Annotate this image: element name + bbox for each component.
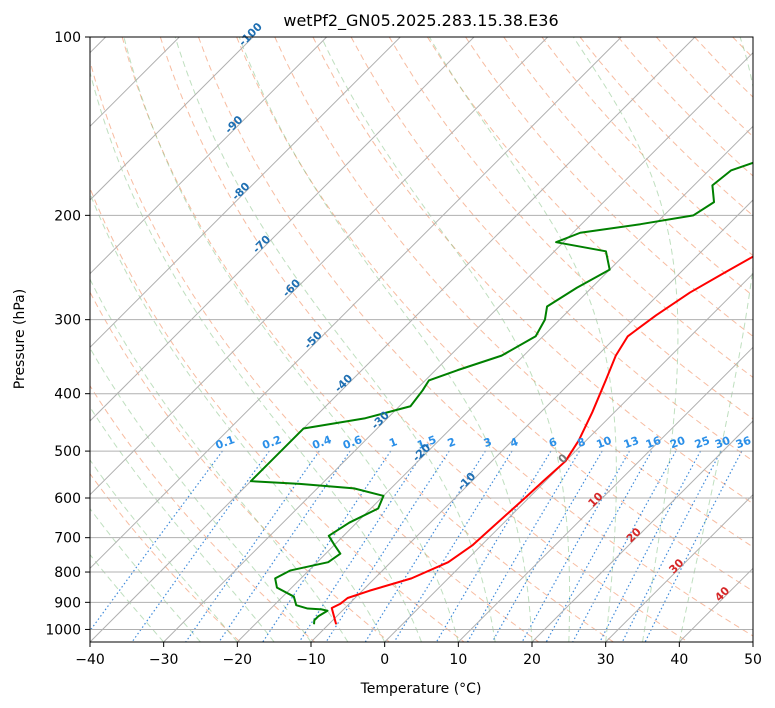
mixing-ratio-label: 4	[508, 435, 520, 450]
isotherm-gridline	[310, 199, 753, 642]
mixing-ratio-line	[298, 450, 425, 642]
y-tick-label: 900	[54, 595, 81, 611]
x-tick-label: 30	[597, 652, 615, 668]
dewpoint-line	[249, 161, 753, 625]
profile-series	[249, 161, 753, 625]
x-tick-label: −10	[296, 652, 326, 668]
mixing-ratio-label: 8	[576, 435, 588, 450]
x-tick-label: 20	[523, 652, 541, 668]
y-tick-label: 400	[54, 387, 81, 403]
isotherm-gridline	[90, 37, 254, 201]
moist-adiabat	[90, 507, 201, 642]
mixing-ratio-line	[90, 450, 223, 632]
isotherm-gridline	[457, 346, 753, 642]
mixing-ratio-label: 16	[644, 434, 663, 452]
mixing-ratio-label: 6	[547, 435, 559, 450]
mixing-ratio-label: 1.5	[415, 433, 438, 452]
mixing-ratio-label: 0.1	[214, 433, 237, 452]
reference-lines	[90, 37, 753, 642]
dry-adiabat	[388, 37, 753, 420]
mixing-ratio-line	[545, 450, 653, 642]
y-tick-label: 1000	[45, 622, 81, 638]
x-tick-label: −40	[75, 652, 105, 668]
y-tick-label: 800	[54, 565, 81, 581]
moist-adiabat	[678, 37, 753, 642]
mixing-ratio-label: 0.2	[261, 433, 284, 452]
mixing-ratio-line	[599, 450, 702, 642]
mixing-ratio-label: 0.4	[310, 433, 333, 452]
dry-adiabat	[274, 37, 753, 548]
x-tick-label: −30	[149, 652, 179, 668]
isotherm-gridline	[531, 420, 753, 642]
x-axis-label: Temperature (°C)	[360, 681, 482, 697]
moist-adiabat	[123, 37, 459, 642]
y-tick-label: 600	[54, 491, 81, 507]
y-tick-label: 200	[54, 208, 81, 224]
moist-adiabat	[174, 37, 496, 642]
isotherm-gridline	[236, 125, 753, 642]
moist-adiabat	[90, 192, 386, 642]
mixing-ratio-line	[185, 450, 320, 642]
isotherm-gridline	[90, 37, 696, 642]
dry-adiabat	[90, 59, 540, 642]
isotherm-gridline	[384, 272, 753, 642]
dry-adiabat	[159, 37, 689, 642]
dry-adiabat	[90, 186, 465, 642]
y-tick-label: 300	[54, 313, 81, 329]
moist-adiabat	[238, 37, 533, 642]
mixing-ratio-label: 36	[734, 434, 753, 452]
x-tick-label: 0	[380, 652, 389, 668]
moist-adiabat	[90, 459, 238, 642]
isotherm-gridline	[90, 37, 328, 275]
moist-adiabat	[428, 37, 617, 642]
moist-adiabat	[90, 406, 275, 642]
mixing-ratio-label: 20	[668, 434, 687, 452]
moist-adiabat	[320, 37, 571, 642]
mixing-ratio-line	[621, 450, 722, 642]
isotherm-gridline	[90, 37, 475, 422]
y-tick-label: 700	[54, 531, 81, 547]
x-tick-label: 40	[670, 652, 688, 668]
x-tick-label: 50	[744, 652, 762, 668]
moist-adiabat	[572, 37, 679, 642]
isotherm-gridline	[163, 51, 753, 642]
x-tick-label: 10	[449, 652, 467, 668]
mixing-ratio-label: 2	[446, 435, 458, 450]
chart-title: wetPf2_GN05.2025.283.15.38.E36	[283, 11, 558, 31]
mixing-ratio-label: 10	[595, 434, 614, 452]
mixing-ratio-label: 13	[622, 434, 641, 451]
mixing-ratio-line	[572, 450, 677, 642]
plot-frame	[89, 36, 754, 643]
mixing-ratio-line	[262, 450, 392, 642]
y-axis-label: Pressure (hPa)	[12, 289, 28, 389]
x-tick-label: −20	[223, 652, 253, 668]
y-tick-label: 100	[54, 30, 81, 46]
dry-adiabat	[90, 384, 316, 642]
isotherm-gridline	[605, 493, 753, 642]
dry-adiabat	[121, 37, 614, 642]
mixing-ratio-label: 25	[693, 434, 712, 451]
mixing-ratio-label: 3	[482, 435, 494, 450]
isotherm-gridline	[90, 37, 549, 496]
mixing-ratio-label: 30	[713, 434, 732, 452]
y-tick-label: 500	[54, 444, 81, 460]
isotherm-gridline	[90, 37, 622, 570]
dry-adiabat	[426, 37, 753, 378]
grid	[90, 37, 753, 642]
mixing-ratio-line	[644, 450, 743, 642]
mixing-ratio-line	[521, 450, 631, 642]
x-axis: −40 −30 −20 −10 0 10 20 30 40 50	[75, 642, 762, 668]
temperature-line	[330, 255, 753, 625]
mixing-ratio-line	[218, 450, 351, 642]
mixing-ratio-label: 0.6	[341, 433, 364, 452]
mixing-ratio-line	[491, 450, 603, 642]
isotherm-gridline	[90, 37, 401, 349]
moist-adiabat	[90, 278, 349, 642]
mixing-ratio-label: 1	[387, 435, 399, 450]
y-axis: 100 200 300 400 500 600 700 800 900 1000	[45, 30, 90, 638]
moist-adiabat	[90, 553, 165, 642]
